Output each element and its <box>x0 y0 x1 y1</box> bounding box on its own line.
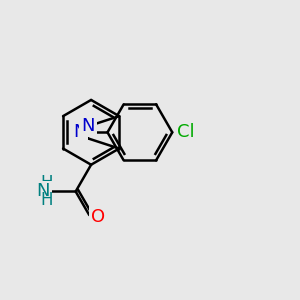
Text: N: N <box>73 123 86 141</box>
Text: Cl: Cl <box>177 123 194 141</box>
Text: H: H <box>40 174 52 192</box>
Text: N: N <box>82 117 95 135</box>
Text: O: O <box>91 208 105 226</box>
Text: N: N <box>37 182 50 200</box>
Text: H: H <box>40 191 52 209</box>
